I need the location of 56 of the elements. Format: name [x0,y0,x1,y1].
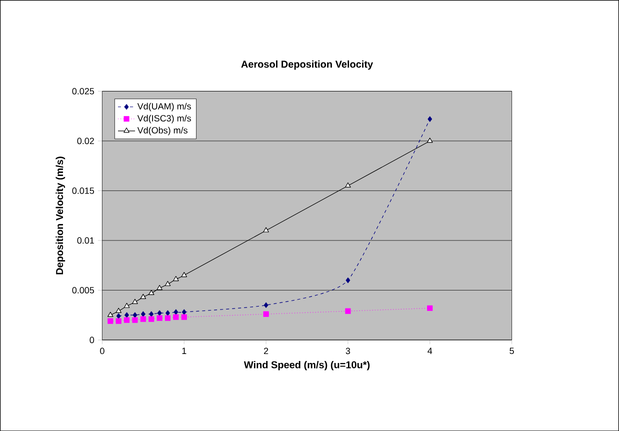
point [116,313,121,319]
x-tick-label: 2 [264,348,268,354]
point [156,315,162,321]
point [124,317,130,323]
point [345,182,351,188]
x-tick-label: 1 [182,348,186,354]
y-tick-label: 0.01 [77,237,94,244]
point [173,276,179,281]
point [156,284,162,290]
point [132,298,138,304]
point [148,316,154,322]
legend-label: Vd(Obs) m/s [137,126,188,136]
point [181,272,188,278]
point [164,315,171,321]
x-tick-label: 3 [346,348,350,354]
point [108,312,114,317]
point [164,280,171,286]
x-tick-label: 4 [428,348,432,354]
y-tick-label: 0 [90,336,94,344]
point [140,316,146,322]
point [428,116,432,122]
point [148,290,154,295]
point [263,227,269,232]
y-axis-title: Deposition Velocity (m/s) [56,156,66,274]
x-tick-label: 5 [510,348,514,354]
chart-title: Aerosol Deposition Velocity [241,60,374,70]
point [426,138,433,143]
legend-label: Vd(ISC3) m/s [137,114,191,124]
x-axis-title: Wind Speed (m/s) (u=10u*) [244,360,370,370]
point [181,314,187,320]
y-tick-label: 0.005 [72,286,94,294]
point [182,309,186,315]
point [173,314,179,320]
point [108,318,114,324]
y-tick-label: 0.02 [77,138,94,144]
point [124,312,129,318]
point [124,302,130,308]
point [427,305,433,311]
point [132,312,138,318]
y-tick-label: 0.025 [72,88,94,94]
point [140,311,146,317]
point [132,317,138,323]
point [174,309,178,315]
point [140,294,146,299]
point [264,302,268,308]
point [157,310,162,316]
legend-label: Vd(UAM) m/s [137,102,191,112]
x-tick-label: 0 [100,348,104,354]
y-tick-label: 0.015 [72,187,94,194]
point [166,310,170,316]
point [116,308,122,313]
point [345,308,351,314]
point [149,311,154,317]
point [116,318,122,324]
point [346,277,350,283]
point [263,311,269,317]
